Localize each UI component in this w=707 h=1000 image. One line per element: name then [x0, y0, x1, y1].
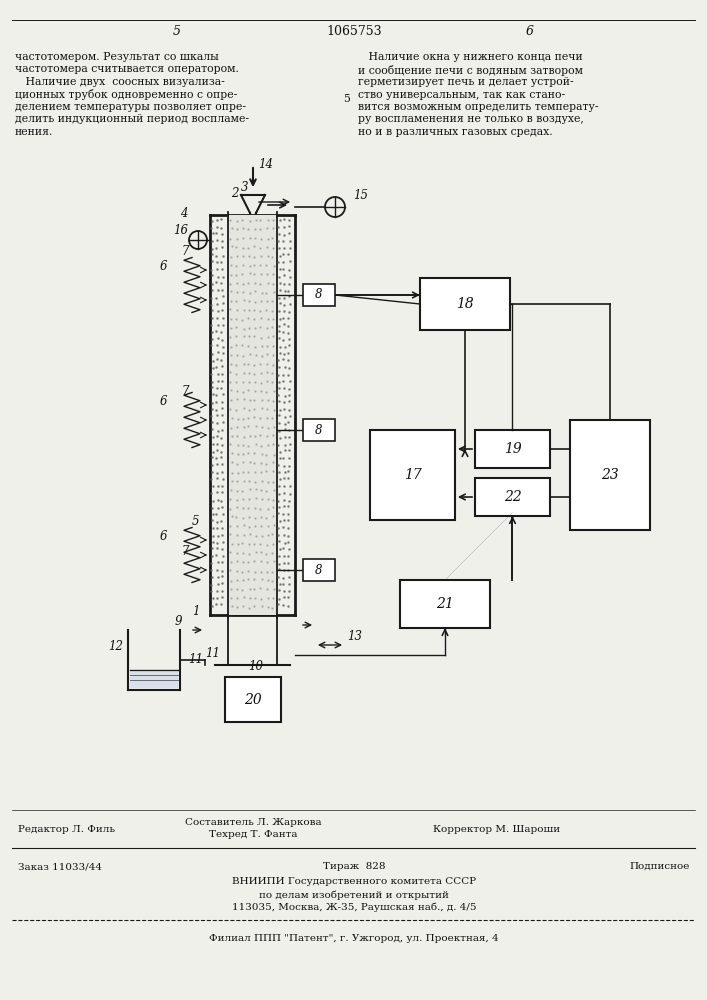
Text: Корректор М. Шароши: Корректор М. Шароши: [433, 825, 560, 834]
Text: 13: 13: [347, 630, 362, 643]
Text: 9: 9: [175, 615, 182, 628]
Text: 10: 10: [248, 660, 263, 673]
Bar: [225, 677, 281, 722]
Text: Наличие окна у нижнего конца печи: Наличие окна у нижнего конца печи: [358, 52, 583, 62]
Bar: [130, 672, 178, 688]
Text: вится возможным определить температу-: вится возможным определить температу-: [358, 102, 599, 112]
Bar: [303, 419, 335, 441]
Text: 15: 15: [353, 189, 368, 202]
Text: 12: 12: [108, 640, 123, 653]
Bar: [420, 278, 510, 330]
Text: 5: 5: [173, 25, 181, 38]
Text: ВНИИПИ Государственного комитета СССР: ВНИИПИ Государственного комитета СССР: [232, 877, 476, 886]
Text: нения.: нения.: [15, 127, 53, 137]
Text: 23: 23: [601, 468, 619, 482]
Text: Тираж  828: Тираж 828: [323, 862, 385, 871]
Text: 3: 3: [241, 181, 248, 194]
Text: 4: 4: [180, 207, 187, 220]
Text: 7: 7: [182, 245, 189, 258]
Text: делением температуры позволяет опре-: делением температуры позволяет опре-: [15, 102, 246, 112]
Text: 16: 16: [173, 224, 188, 237]
Text: герметизирует печь и делает устрой-: герметизирует печь и делает устрой-: [358, 77, 573, 87]
Text: 5: 5: [343, 95, 350, 104]
Bar: [370, 430, 455, 520]
Text: но и в различных газовых средах.: но и в различных газовых средах.: [358, 127, 553, 137]
Text: 1: 1: [192, 605, 199, 618]
Text: делить индукционный период воспламе-: делить индукционный период воспламе-: [15, 114, 249, 124]
Text: Редактор Л. Филь: Редактор Л. Филь: [18, 825, 115, 834]
Text: Техред Т. Фанта: Техред Т. Фанта: [209, 830, 297, 839]
Text: 22: 22: [503, 490, 521, 504]
Text: 7: 7: [182, 545, 189, 558]
Text: 5: 5: [192, 515, 199, 528]
Bar: [229, 215, 276, 615]
Bar: [303, 284, 335, 306]
Text: 8: 8: [315, 288, 323, 302]
Text: 8: 8: [315, 564, 323, 576]
Text: 19: 19: [503, 442, 521, 456]
Text: 6: 6: [160, 530, 168, 543]
Text: 6: 6: [526, 25, 534, 38]
Text: ционных трубок одновременно с опре-: ционных трубок одновременно с опре-: [15, 90, 238, 101]
Text: 6: 6: [160, 260, 168, 273]
Text: 14: 14: [258, 158, 273, 171]
Text: 113035, Москва, Ж-35, Раушская наб., д. 4/5: 113035, Москва, Ж-35, Раушская наб., д. …: [232, 903, 477, 912]
Text: 6: 6: [160, 395, 168, 408]
Text: 7: 7: [182, 385, 189, 398]
Bar: [400, 580, 490, 628]
Text: Филиал ППП "Патент", г. Ужгород, ул. Проектная, 4: Филиал ППП "Патент", г. Ужгород, ул. Про…: [209, 934, 499, 943]
Text: 17: 17: [404, 468, 421, 482]
Bar: [475, 478, 550, 516]
Text: Наличие двух  соосных визуализа-: Наличие двух соосных визуализа-: [15, 77, 225, 87]
Text: 20: 20: [244, 692, 262, 706]
Text: 11: 11: [188, 653, 203, 666]
Text: Подписное: Подписное: [630, 862, 690, 871]
Bar: [570, 420, 650, 530]
Text: 8: 8: [315, 424, 323, 436]
Text: 11: 11: [205, 647, 220, 660]
Bar: [303, 559, 335, 581]
Text: частотомера считывается оператором.: частотомера считывается оператором.: [15, 64, 239, 75]
Bar: [475, 430, 550, 468]
Text: 2: 2: [231, 187, 238, 200]
Text: ство универсальным, так как стано-: ство универсальным, так как стано-: [358, 90, 565, 100]
Text: частотомером. Результат со шкалы: частотомером. Результат со шкалы: [15, 52, 218, 62]
Text: Составитель Л. Жаркова: Составитель Л. Жаркова: [185, 818, 321, 827]
Text: 18: 18: [456, 297, 474, 311]
Text: и сообщение печи с водяным затвором: и сообщение печи с водяным затвором: [358, 64, 583, 76]
Text: по делам изобретений и открытий: по делам изобретений и открытий: [259, 890, 449, 900]
Text: ру воспламенения не только в воздухе,: ру воспламенения не только в воздухе,: [358, 114, 584, 124]
Text: Заказ 11033/44: Заказ 11033/44: [18, 862, 102, 871]
Text: 21: 21: [436, 597, 454, 611]
Text: 1065753: 1065753: [326, 25, 382, 38]
